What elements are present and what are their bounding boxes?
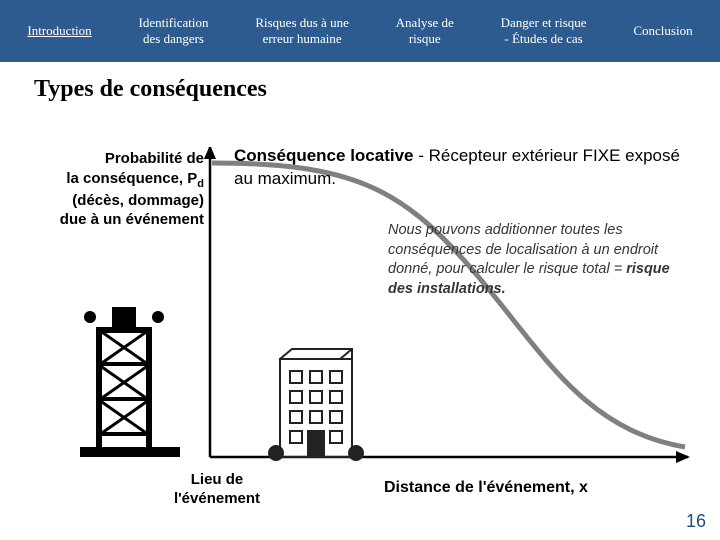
slide-title: Types de conséquences [34, 76, 720, 103]
nav-analyse[interactable]: Analyse de risque [396, 15, 454, 48]
x-left-l1: Lieu de [191, 471, 244, 488]
nav-conclusion[interactable]: Conclusion [633, 23, 692, 39]
body-text: Nous pouvons additionner toutes les cons… [388, 221, 688, 299]
nav-bar: Introduction Identification des dangers … [0, 0, 720, 62]
y-label-l3: (décès, dommage) [72, 192, 204, 209]
x-axis-arrow [676, 451, 690, 463]
nav-danger-etudes[interactable]: Danger et risque - Études de cas [501, 15, 587, 48]
y-axis-label: Probabilité de la conséquence, Pd (décès… [14, 149, 204, 230]
nav-risques-humains[interactable]: Risques dus à une erreur humaine [255, 15, 349, 48]
tower-icon [80, 307, 180, 457]
heading-locative: Conséquence locative - Récepteur extérie… [234, 145, 694, 191]
building-icon [268, 349, 364, 461]
y-label-l2: la conséquence, P [66, 170, 197, 187]
probability-curve [212, 163, 685, 447]
y-label-l1: Probabilité de [105, 150, 204, 167]
x-label-right: Distance de l'événement, x [384, 479, 588, 497]
nav-introduction[interactable]: Introduction [27, 23, 91, 39]
content-area: Probabilité de la conséquence, Pd (décès… [0, 111, 720, 511]
page-number: 16 [686, 511, 706, 532]
x-label-left: Lieu de l'événement [152, 471, 282, 509]
y-label-sub: d [197, 178, 204, 190]
body-pre: Nous pouvons additionner toutes les cons… [388, 222, 658, 277]
heading-bold: Conséquence locative [234, 146, 414, 165]
y-axis-arrow [204, 147, 216, 159]
nav-identification[interactable]: Identification des dangers [138, 15, 208, 48]
y-label-l4: due à un événement [60, 211, 204, 228]
x-left-l2: l'événement [174, 490, 260, 507]
